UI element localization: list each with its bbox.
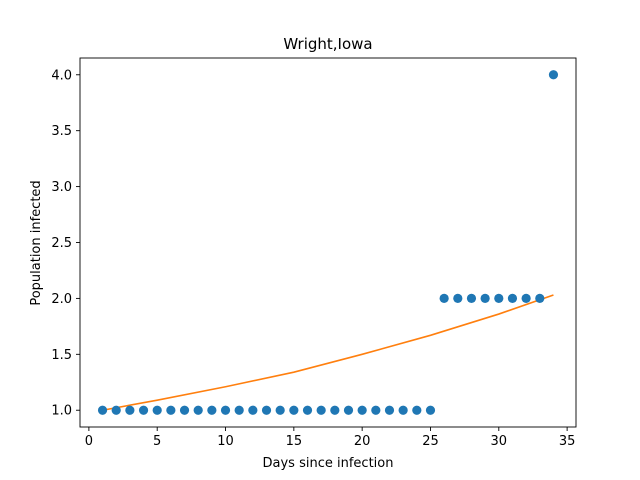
data-point [507, 293, 518, 304]
data-point [125, 405, 135, 415]
data-point [289, 405, 299, 415]
data-point [398, 405, 408, 415]
y-tick-label: 1.0 [51, 404, 72, 419]
data-point [261, 405, 272, 415]
y-tick-label: 2.0 [51, 292, 72, 307]
x-tick-label: 35 [559, 434, 576, 449]
y-axis-label: Population infected [29, 180, 44, 305]
y-axis-ticks: 1.0 1.5 2.0 2.5 3.0 3.5 4.0 [51, 68, 80, 419]
data-point [425, 405, 436, 415]
data-point [494, 293, 504, 304]
x-tick-label: 20 [354, 434, 371, 449]
plot-area [79, 57, 577, 428]
y-tick-label: 1.5 [51, 348, 72, 363]
data-point [234, 405, 244, 415]
data-point [166, 405, 176, 415]
data-point [275, 405, 285, 415]
x-tick-label: 0 [85, 434, 93, 449]
data-point [302, 405, 313, 415]
data-point [138, 405, 149, 415]
data-point [179, 405, 190, 415]
data-point [466, 293, 477, 304]
data-point [548, 70, 559, 80]
data-point [439, 293, 449, 304]
y-tick-label: 4.0 [51, 68, 72, 83]
x-axis-ticks: 0 5 10 15 20 25 30 35 [85, 427, 576, 449]
x-tick-label: 15 [286, 434, 303, 449]
data-point [412, 405, 422, 415]
plot-frame [79, 57, 577, 428]
y-tick-label: 3.0 [51, 180, 72, 195]
x-tick-label: 10 [217, 434, 234, 449]
fit-line [102, 294, 554, 412]
data-point [316, 405, 326, 415]
x-tick-label: 25 [422, 434, 439, 449]
data-point [453, 293, 463, 304]
data-point [521, 293, 531, 304]
data-point [330, 405, 340, 415]
y-tick-label: 3.5 [51, 124, 72, 139]
x-axis-label: Days since infection [263, 456, 394, 471]
chart-title: Wright,Iowa [283, 35, 372, 53]
y-tick-label: 2.5 [51, 236, 72, 251]
data-point [220, 405, 231, 415]
x-tick-label: 5 [153, 434, 161, 449]
data-point [480, 293, 490, 304]
data-point [207, 405, 217, 415]
data-point [384, 405, 395, 415]
data-point [193, 405, 203, 415]
data-point [97, 405, 108, 415]
data-point [111, 405, 121, 415]
data-point [357, 405, 367, 415]
data-point [152, 405, 162, 415]
data-point [343, 405, 354, 415]
data-point [371, 405, 381, 415]
x-tick-label: 30 [491, 434, 508, 449]
data-point [248, 405, 258, 415]
data-point [535, 293, 545, 304]
